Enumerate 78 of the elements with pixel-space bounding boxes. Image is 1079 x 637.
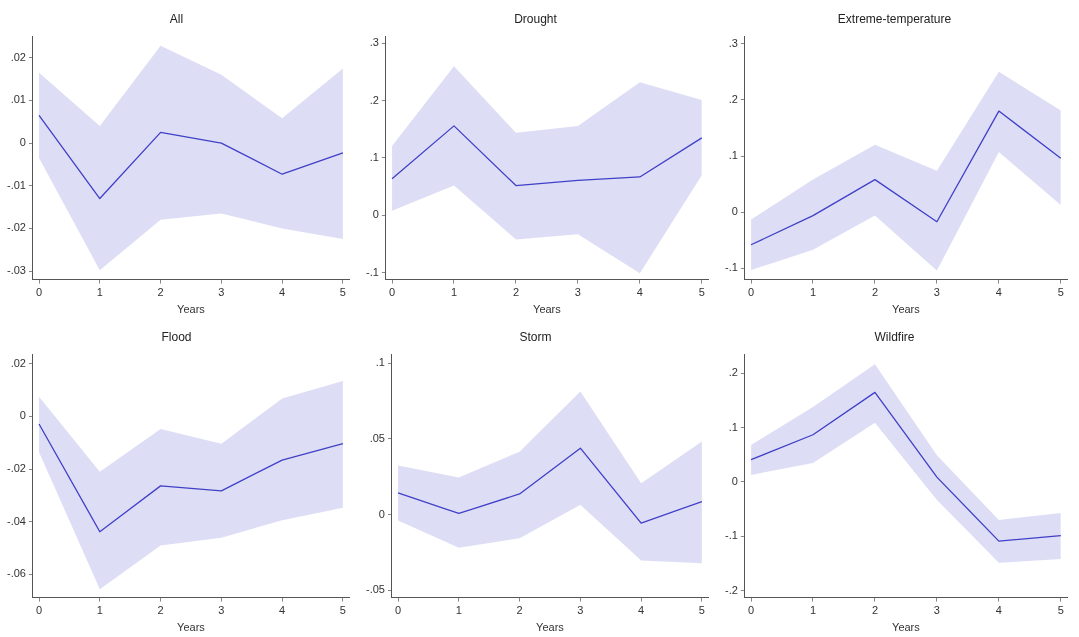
x-tick-label: 5 xyxy=(1057,604,1064,617)
x-tick-label: 4 xyxy=(995,286,1002,299)
x-tick-label: 1 xyxy=(809,604,817,617)
y-tick-label: .3 xyxy=(728,36,738,49)
x-tick-label: 1 xyxy=(96,604,103,617)
y-tick-label: .2 xyxy=(728,92,738,105)
x-axis-title: Years xyxy=(177,303,206,316)
x-tick-label: 3 xyxy=(574,286,581,299)
x-tick-label: 4 xyxy=(995,604,1002,617)
x-tick-label: 4 xyxy=(279,604,286,617)
x-axis-title: Years xyxy=(892,303,921,316)
x-tick-label: 3 xyxy=(933,604,940,617)
x-tick-label: 5 xyxy=(339,604,346,617)
y-tick-label: .05 xyxy=(369,432,385,445)
y-tick-label: .1 xyxy=(375,356,385,369)
y-tick-label: -.02 xyxy=(6,462,26,475)
y-tick-label: .1 xyxy=(369,151,379,164)
y-tick-label: .2 xyxy=(728,366,738,379)
y-tick-label: -.05 xyxy=(365,583,385,596)
chart-title: All xyxy=(169,11,184,26)
x-axis-title: Years xyxy=(892,621,921,634)
y-tick-label: -.03 xyxy=(6,264,26,277)
chart-title: Drought xyxy=(514,11,558,26)
x-tick-label: 0 xyxy=(747,286,755,299)
x-tick-label: 5 xyxy=(339,286,346,299)
x-tick-label: 0 xyxy=(35,286,43,299)
chart-title: Flood xyxy=(161,329,192,344)
y-tick-label: 0 xyxy=(378,507,385,520)
y-tick-label: 0 xyxy=(19,136,26,149)
y-tick-label: 0 xyxy=(372,208,379,221)
x-tick-label: 0 xyxy=(388,286,396,299)
x-tick-label: 5 xyxy=(698,286,705,299)
x-axis-title: Years xyxy=(536,621,565,634)
y-tick-label: .1 xyxy=(728,420,738,433)
x-tick-label: 3 xyxy=(218,604,225,617)
x-tick-label: 2 xyxy=(157,286,164,299)
x-tick-label: 4 xyxy=(636,286,643,299)
x-tick-label: 1 xyxy=(809,286,817,299)
chart-title: Extreme-temperature xyxy=(837,11,952,26)
y-tick-label: .02 xyxy=(10,50,26,63)
y-tick-label: -.02 xyxy=(6,221,26,234)
y-tick-label: 0 xyxy=(731,205,738,218)
y-tick-label: .3 xyxy=(369,36,379,49)
x-tick-label: 3 xyxy=(218,286,225,299)
x-axis-title: Years xyxy=(533,303,562,316)
x-tick-label: 2 xyxy=(516,604,523,617)
chart-title: Storm xyxy=(519,329,552,344)
x-tick-label: 2 xyxy=(157,604,164,617)
x-axis-title: Years xyxy=(177,621,206,634)
x-tick-label: 1 xyxy=(450,286,458,299)
y-tick-label: .01 xyxy=(10,93,26,106)
y-tick-label: -.2 xyxy=(724,583,738,596)
y-tick-label: -.1 xyxy=(365,265,379,278)
x-tick-label: 1 xyxy=(455,604,462,617)
y-tick-label: -.1 xyxy=(724,261,738,274)
x-tick-label: 5 xyxy=(698,604,705,617)
x-tick-label: 2 xyxy=(871,286,878,299)
y-tick-label: .1 xyxy=(728,149,738,162)
x-tick-label: 0 xyxy=(394,604,402,617)
y-tick-label: 0 xyxy=(731,475,738,487)
x-tick-label: 3 xyxy=(933,286,940,299)
x-tick-label: 3 xyxy=(577,604,584,617)
x-tick-label: 0 xyxy=(747,604,755,617)
x-tick-label: 5 xyxy=(1057,286,1064,299)
x-tick-label: 2 xyxy=(512,286,519,299)
y-tick-label: -.06 xyxy=(6,567,26,580)
chart-title: Wildfire xyxy=(874,329,915,344)
x-tick-label: 0 xyxy=(35,604,43,617)
x-tick-label: 1 xyxy=(96,286,103,299)
y-tick-label: -.01 xyxy=(6,178,26,191)
x-tick-label: 2 xyxy=(871,604,878,617)
y-tick-label: .02 xyxy=(10,356,26,369)
y-tick-label: -.1 xyxy=(724,529,738,542)
y-tick-label: -.04 xyxy=(6,514,26,527)
x-tick-label: 4 xyxy=(279,286,286,299)
y-tick-label: 0 xyxy=(19,409,26,422)
x-tick-label: 4 xyxy=(638,604,645,617)
y-tick-label: .2 xyxy=(369,93,379,106)
